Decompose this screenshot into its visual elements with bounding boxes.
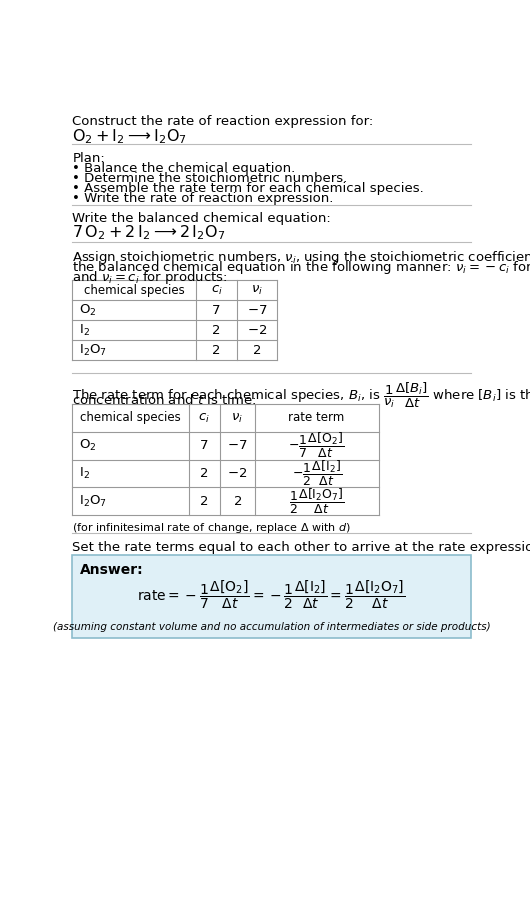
Text: chemical species: chemical species bbox=[84, 284, 185, 297]
FancyBboxPatch shape bbox=[73, 555, 471, 638]
Text: $c_i$: $c_i$ bbox=[211, 284, 223, 297]
Text: (assuming constant volume and no accumulation of intermediates or side products): (assuming constant volume and no accumul… bbox=[53, 622, 490, 632]
Text: $\nu_i$: $\nu_i$ bbox=[251, 284, 263, 297]
Text: rate term: rate term bbox=[288, 411, 344, 424]
Text: Assign stoichiometric numbers, $\nu_i$, using the stoichiometric coefficients, $: Assign stoichiometric numbers, $\nu_i$, … bbox=[73, 249, 530, 267]
Text: Plan:: Plan: bbox=[73, 152, 105, 165]
Text: $-7$: $-7$ bbox=[227, 440, 248, 452]
Text: • Balance the chemical equation.: • Balance the chemical equation. bbox=[73, 162, 296, 175]
Text: $\mathrm{7\,O_2 + 2\,I_2 \longrightarrow 2\,I_2O_7}$: $\mathrm{7\,O_2 + 2\,I_2 \longrightarrow… bbox=[73, 223, 226, 242]
Text: Set the rate terms equal to each other to arrive at the rate expression:: Set the rate terms equal to each other t… bbox=[73, 541, 530, 554]
Text: 7: 7 bbox=[200, 440, 208, 452]
Text: $\mathrm{I_2O_7}$: $\mathrm{I_2O_7}$ bbox=[78, 493, 107, 509]
Text: $\mathrm{I_2O_7}$: $\mathrm{I_2O_7}$ bbox=[78, 343, 107, 358]
Text: $\nu_i$: $\nu_i$ bbox=[231, 411, 243, 425]
Text: and $\nu_i = c_i$ for products:: and $\nu_i = c_i$ for products: bbox=[73, 269, 228, 287]
Text: $\mathrm{I_2}$: $\mathrm{I_2}$ bbox=[78, 466, 90, 481]
Text: Construct the rate of reaction expression for:: Construct the rate of reaction expressio… bbox=[73, 116, 374, 128]
Text: concentration and $t$ is time:: concentration and $t$ is time: bbox=[73, 393, 257, 408]
Text: 2: 2 bbox=[200, 495, 208, 508]
Text: $\mathrm{I_2}$: $\mathrm{I_2}$ bbox=[78, 323, 90, 338]
Text: $-7$: $-7$ bbox=[246, 304, 267, 317]
Text: chemical species: chemical species bbox=[80, 411, 181, 424]
Text: 2: 2 bbox=[200, 467, 208, 480]
Text: $-2$: $-2$ bbox=[227, 467, 248, 480]
Text: Write the balanced chemical equation:: Write the balanced chemical equation: bbox=[73, 212, 331, 226]
Text: • Determine the stoichiometric numbers.: • Determine the stoichiometric numbers. bbox=[73, 172, 348, 185]
Text: (for infinitesimal rate of change, replace Δ with $d$): (for infinitesimal rate of change, repla… bbox=[73, 521, 351, 535]
Text: 2: 2 bbox=[213, 324, 221, 337]
Text: • Assemble the rate term for each chemical species.: • Assemble the rate term for each chemic… bbox=[73, 182, 424, 195]
Text: 2: 2 bbox=[213, 344, 221, 357]
Text: $-\dfrac{1}{2}\dfrac{\Delta[\mathrm{I_2}]}{\Delta t}$: $-\dfrac{1}{2}\dfrac{\Delta[\mathrm{I_2}… bbox=[292, 459, 341, 488]
Text: $\dfrac{1}{2}\dfrac{\Delta[\mathrm{I_2O_7}]}{\Delta t}$: $\dfrac{1}{2}\dfrac{\Delta[\mathrm{I_2O_… bbox=[289, 487, 344, 516]
Text: $-\dfrac{1}{7}\dfrac{\Delta[\mathrm{O_2}]}{\Delta t}$: $-\dfrac{1}{7}\dfrac{\Delta[\mathrm{O_2}… bbox=[288, 431, 344, 460]
Text: the balanced chemical equation in the following manner: $\nu_i = -c_i$ for react: the balanced chemical equation in the fo… bbox=[73, 259, 530, 277]
Text: Answer:: Answer: bbox=[80, 562, 144, 577]
Text: 7: 7 bbox=[213, 304, 221, 317]
Text: $\mathrm{O_2}$: $\mathrm{O_2}$ bbox=[78, 438, 96, 453]
Text: $-2$: $-2$ bbox=[247, 324, 267, 337]
Text: $\mathrm{O_2}$: $\mathrm{O_2}$ bbox=[78, 303, 96, 318]
Text: The rate term for each chemical species, $B_i$, is $\dfrac{1}{\nu_i}\dfrac{\Delt: The rate term for each chemical species,… bbox=[73, 380, 530, 410]
Text: $2$: $2$ bbox=[252, 344, 261, 357]
Text: • Write the rate of reaction expression.: • Write the rate of reaction expression. bbox=[73, 192, 334, 205]
Text: $\mathrm{rate} = -\dfrac{1}{7}\dfrac{\Delta[\mathrm{O_2}]}{\Delta t} = -\dfrac{1: $\mathrm{rate} = -\dfrac{1}{7}\dfrac{\De… bbox=[137, 579, 406, 612]
Text: $\mathrm{O_2 + I_2 \longrightarrow I_2O_7}$: $\mathrm{O_2 + I_2 \longrightarrow I_2O_… bbox=[73, 126, 188, 146]
Text: $c_i$: $c_i$ bbox=[198, 411, 210, 425]
Text: $2$: $2$ bbox=[233, 495, 242, 508]
